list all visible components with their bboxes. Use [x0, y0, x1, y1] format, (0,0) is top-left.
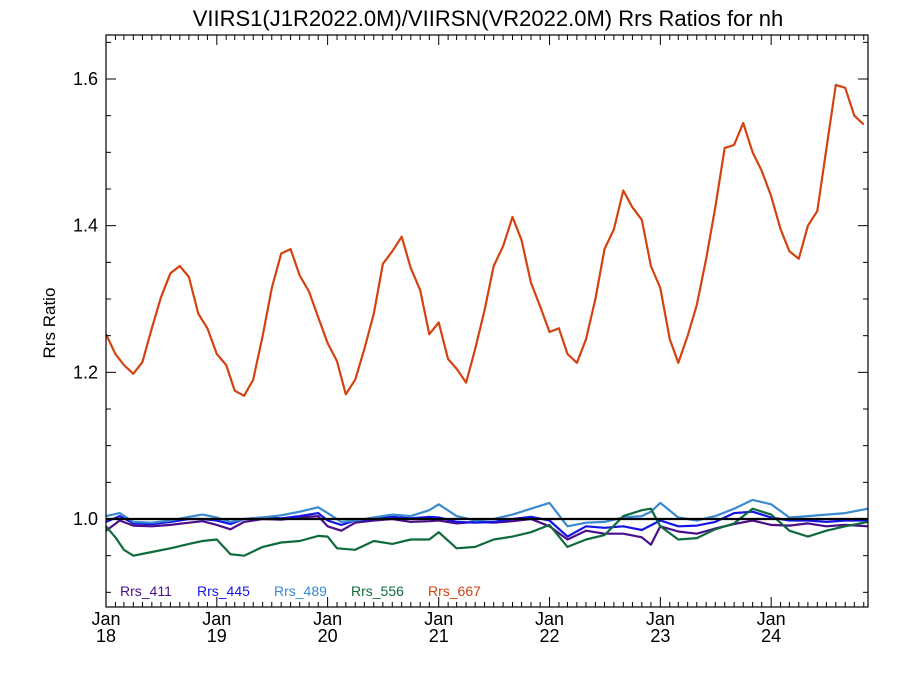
x-tick-label-year: 23	[650, 626, 670, 646]
series-line-rrs-556	[105, 507, 869, 557]
y-tick-label: 1.6	[73, 69, 98, 89]
legend: Rrs_411 Rrs_445 Rrs_489 Rrs_556 Rrs_667	[120, 583, 481, 599]
y-axis-label: Rrs Ratio	[40, 288, 59, 359]
x-tick-label-month: Jan	[757, 609, 786, 629]
ticks-group: 1.01.21.41.6Jan18Jan19Jan20Jan21Jan22Jan…	[73, 35, 868, 646]
series-line-rrs-445	[105, 510, 868, 538]
legend-item-rrs-411: Rrs_411	[120, 583, 172, 599]
x-tick-label-year: 19	[207, 626, 227, 646]
series-line-rrs-667	[105, 83, 865, 397]
legend-item-rrs-489: Rrs_489	[274, 583, 327, 599]
legend-item-rrs-556: Rrs_556	[351, 583, 404, 599]
x-tick-label-month: Jan	[202, 609, 231, 629]
x-tick-label-year: 21	[429, 626, 449, 646]
y-tick-label: 1.0	[73, 509, 98, 529]
x-tick-label-year: 24	[761, 626, 781, 646]
y-tick-label: 1.4	[73, 216, 98, 236]
y-tick-label: 1.2	[73, 362, 98, 382]
x-tick-label-year: 20	[318, 626, 338, 646]
chart-title: VIIRS1(J1R2022.0M)/VIIRSN(VR2022.0M) Rrs…	[193, 6, 784, 31]
legend-item-rrs-667: Rrs_667	[428, 583, 481, 599]
x-tick-label-month: Jan	[646, 609, 675, 629]
x-tick-label-month: Jan	[91, 609, 120, 629]
x-tick-label-month: Jan	[313, 609, 342, 629]
x-tick-label-month: Jan	[424, 609, 453, 629]
x-tick-label-year: 22	[540, 626, 560, 646]
legend-item-rrs-445: Rrs_445	[197, 583, 250, 599]
x-tick-label-month: Jan	[535, 609, 564, 629]
series-group	[105, 83, 869, 557]
x-tick-label-year: 18	[96, 626, 116, 646]
plot-frame	[105, 34, 869, 608]
